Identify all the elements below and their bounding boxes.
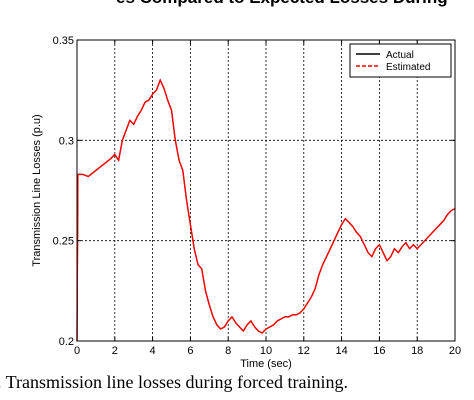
x-tick-label: 8 bbox=[225, 345, 231, 357]
legend: Actual Estimated bbox=[349, 43, 452, 78]
x-tick-label: 2 bbox=[112, 345, 118, 357]
legend-box bbox=[349, 43, 452, 78]
y-tick-labels: 0.2 0.25 0.3 0.35 bbox=[53, 35, 74, 348]
x-tick-label: 6 bbox=[187, 345, 193, 357]
tick-marks bbox=[76, 39, 456, 342]
series-layer bbox=[76, 78, 456, 342]
x-tick-label: 14 bbox=[335, 345, 347, 357]
x-tick-label: 12 bbox=[298, 345, 310, 357]
legend-label-estimated: Estimated bbox=[386, 62, 430, 73]
figure-header-label: es Compared to Expected Losses During bbox=[116, 0, 448, 8]
y-tick-label: 0.25 bbox=[53, 236, 74, 248]
y-tick-label: 0.35 bbox=[53, 35, 74, 47]
figure-header-text: es Compared to Expected Losses During bbox=[0, 0, 474, 20]
x-tick-label: 0 bbox=[74, 345, 80, 357]
y-tick-label: 0.2 bbox=[59, 336, 74, 348]
figure-caption: 9. Transmission line losses during force… bbox=[0, 372, 348, 392]
y-tick-label: 0.3 bbox=[59, 135, 74, 147]
x-tick-label: 16 bbox=[373, 345, 385, 357]
series-line-estimated bbox=[76, 79, 456, 342]
y-axis-label: Transmission Line Losses (p.u) bbox=[31, 114, 43, 266]
x-tick-labels: 0 2 4 6 8 10 12 14 16 18 20 bbox=[74, 345, 461, 357]
x-tick-label: 20 bbox=[449, 345, 461, 357]
x-axis-label: Time (sec) bbox=[240, 358, 292, 370]
grid-lines bbox=[77, 40, 455, 341]
legend-label-actual: Actual bbox=[386, 50, 414, 61]
x-tick-label: 10 bbox=[260, 345, 272, 357]
x-tick-label: 18 bbox=[411, 345, 423, 357]
x-tick-label: 4 bbox=[150, 345, 156, 357]
